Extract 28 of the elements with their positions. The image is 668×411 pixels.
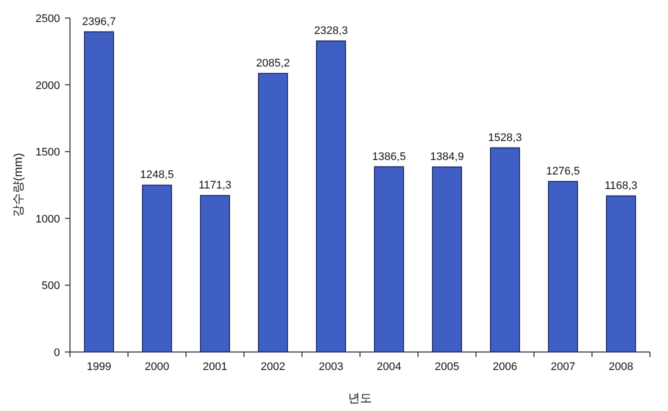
data-label: 1168,3 [604,180,638,192]
data-label: 1386,5 [372,150,406,163]
x-tick-label: 2003 [318,361,344,373]
x-tick-label: 1999 [86,361,112,373]
y-tick-label: 1000 [36,213,60,226]
x-tick-label: 2002 [260,361,286,373]
x-axis-title: 년도 [348,391,372,405]
y-tick-label: 2500 [36,13,60,25]
data-label: 2396,7 [82,16,116,28]
x-tick-label: 2004 [376,361,402,373]
x-tick-label: 2000 [144,361,170,373]
data-label: 1171,3 [198,180,232,192]
x-tick-label: 2007 [550,361,576,373]
data-label: 2328,3 [314,24,348,37]
y-tick-label: 500 [42,280,60,292]
x-tick-label: 2001 [202,361,228,373]
y-tick-label: 0 [54,347,60,359]
data-label: 1528,3 [488,132,522,144]
x-tick-label: 2006 [492,361,518,373]
x-tick-label: 2008 [608,361,634,373]
y-tick-label: 2000 [36,80,60,92]
data-label: 1276,5 [546,165,580,178]
y-axis-title: 강수량(mm) [11,153,25,217]
data-label: 2085,2 [256,57,290,70]
y-tick-label: 1500 [36,146,60,159]
data-label: 1248,5 [140,169,174,182]
x-tick-label: 2005 [434,361,460,373]
data-label: 1384,9 [430,150,464,163]
